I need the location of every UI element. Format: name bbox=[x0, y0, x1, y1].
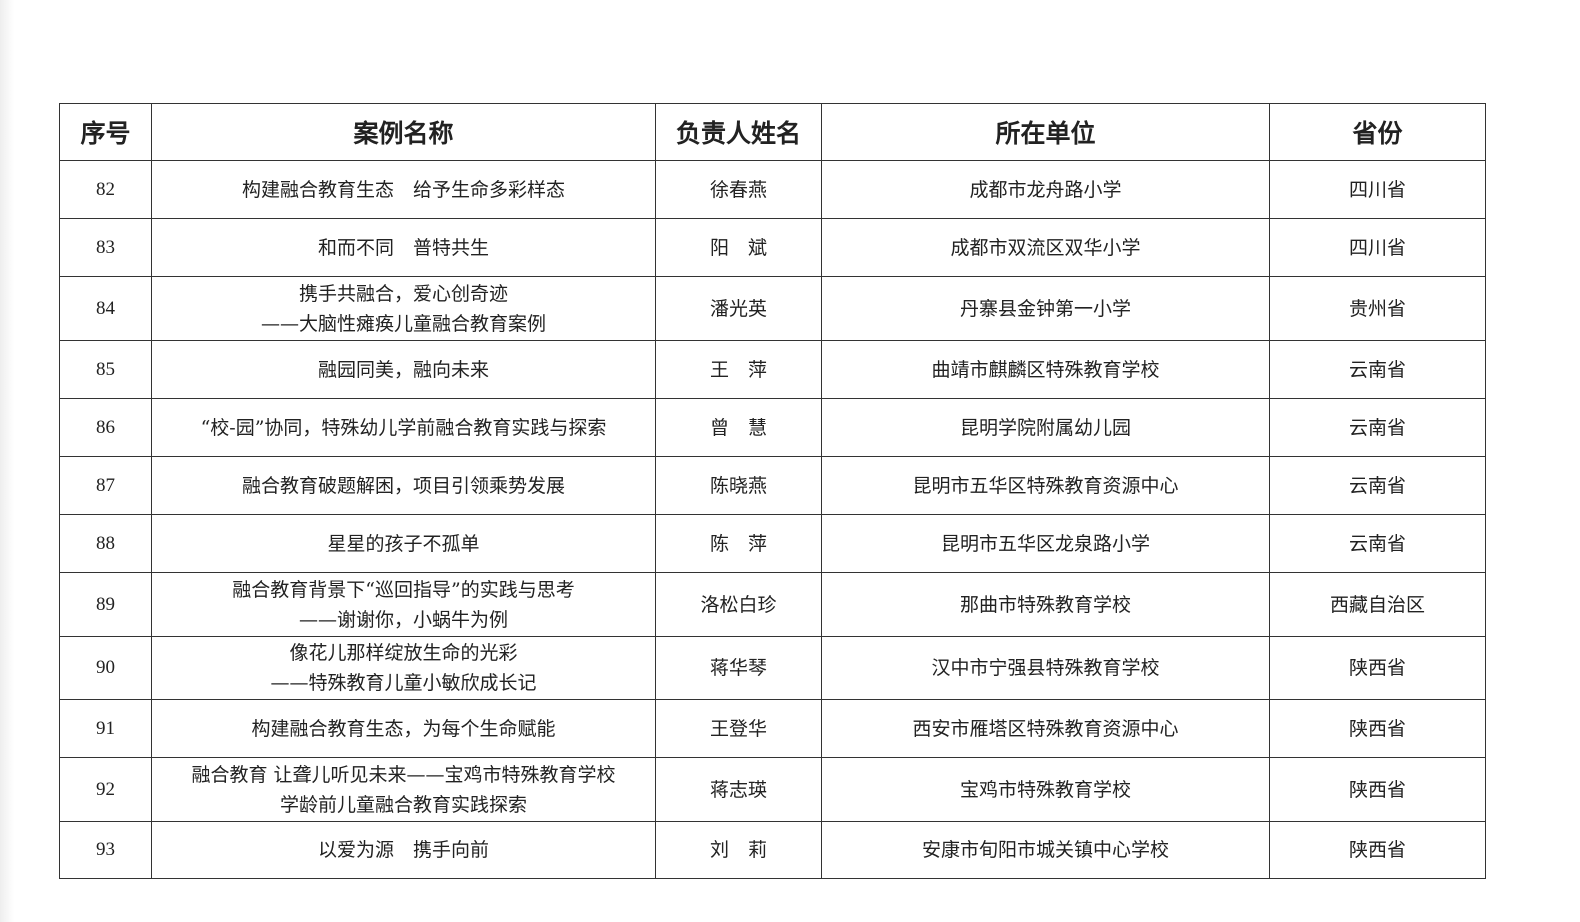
cell-province: 云南省 bbox=[1269, 340, 1486, 399]
cell-unit: 昆明市五华区龙泉路小学 bbox=[821, 514, 1270, 573]
cell-province: 云南省 bbox=[1269, 456, 1486, 515]
cell-number: 89 bbox=[59, 572, 152, 637]
cell-case-name: “校-园”协同，特殊幼儿学前融合教育实践与探索 bbox=[151, 398, 656, 457]
cell-province: 陕西省 bbox=[1269, 636, 1486, 700]
case-name-line: ——谢谢你，小蜗牛为例 bbox=[298, 608, 508, 631]
table-row: 92 融合教育 让聋儿听见未来——宝鸡市特殊教育学校 学龄前儿童融合教育实践探索 蒋志… bbox=[59, 757, 1486, 822]
cell-unit: 汉中市宁强县特殊教育学校 bbox=[821, 636, 1270, 700]
cell-province: 陕西省 bbox=[1269, 757, 1486, 822]
case-name-line: ——特殊教育儿童小敏欣成长记 bbox=[270, 672, 537, 694]
cell-province: 四川省 bbox=[1269, 218, 1486, 277]
case-name-line: 融合教育破题解困，项目引领乘势发展 bbox=[241, 474, 565, 497]
cell-province: 云南省 bbox=[1269, 514, 1486, 573]
cell-number: 91 bbox=[59, 699, 152, 758]
cell-case-name: 像花儿那样绽放生命的光彩 ——特殊教育儿童小敏欣成长记 bbox=[151, 636, 656, 700]
cell-person: 陈 萍 bbox=[655, 514, 822, 573]
cell-case-name: 星星的孩子不孤单 bbox=[151, 514, 656, 573]
table-row: 87 融合教育破题解困，项目引领乘势发展 陈晓燕 昆明市五华区特殊教育资源中心 云南省 bbox=[59, 456, 1486, 515]
cell-number: 86 bbox=[59, 398, 152, 457]
cell-number: 93 bbox=[59, 821, 152, 879]
table-row: 91 构建融合教育生态，为每个生命赋能 王登华 西安市雁塔区特殊教育资源中心 陕西省 bbox=[59, 699, 1486, 758]
table-row: 90 像花儿那样绽放生命的光彩 ——特殊教育儿童小敏欣成长记 蒋华琴 汉中市宁强县特殊教… bbox=[59, 636, 1486, 700]
cell-unit: 那曲市特殊教育学校 bbox=[821, 572, 1270, 637]
cell-unit: 曲靖市麒麟区特殊教育学校 bbox=[821, 340, 1270, 399]
cell-unit: 成都市双流区双华小学 bbox=[821, 218, 1270, 277]
cell-province: 贵州省 bbox=[1269, 276, 1486, 341]
cell-unit: 昆明市五华区特殊教育资源中心 bbox=[821, 456, 1270, 515]
cell-person: 王登华 bbox=[655, 699, 822, 758]
cell-province: 云南省 bbox=[1269, 398, 1486, 457]
cell-province: 西藏自治区 bbox=[1269, 572, 1486, 637]
cell-unit: 丹寨县金钟第一小学 bbox=[821, 276, 1270, 341]
case-name-line: 融园同美，融向未来 bbox=[317, 358, 489, 381]
cell-number: 84 bbox=[59, 276, 152, 341]
case-list-table: 序号 案例名称 负责人姓名 所在单位 省份 82 构建融合教育生态 给予生命多彩样… bbox=[59, 103, 1486, 879]
page-edge-shadow bbox=[0, 0, 14, 922]
cell-case-name: 融合教育 让聋儿听见未来——宝鸡市特殊教育学校 学龄前儿童融合教育实践探索 bbox=[151, 757, 656, 822]
cell-number: 83 bbox=[59, 218, 152, 277]
cell-case-name: 融园同美，融向未来 bbox=[151, 340, 656, 399]
cell-number: 82 bbox=[59, 160, 152, 219]
cell-unit: 昆明学院附属幼儿园 bbox=[821, 398, 1270, 457]
case-name-line: 融合教育背景下“巡回指导”的实践与思考 bbox=[232, 578, 575, 601]
cell-number: 85 bbox=[59, 340, 152, 399]
table-row: 89 融合教育背景下“巡回指导”的实践与思考 ——谢谢你，小蜗牛为例 洛松白珍 那曲市特… bbox=[59, 572, 1486, 637]
cell-case-name: 融合教育破题解困，项目引领乘势发展 bbox=[151, 456, 656, 515]
case-name-line: 融合教育 让聋儿听见未来——宝鸡市特殊教育学校 bbox=[191, 763, 616, 786]
header-number: 序号 bbox=[59, 103, 152, 161]
case-name-line: 携手共融合，爱心创奇迹 bbox=[298, 282, 508, 305]
case-name-line: 星星的孩子不孤单 bbox=[327, 532, 480, 555]
table-row: 85 融园同美，融向未来 王 萍曲靖市麒麟区特殊教育学校 云南省 bbox=[59, 340, 1486, 399]
cell-case-name: 构建融合教育生态 给予生命多彩样态 bbox=[151, 160, 656, 219]
cell-case-name: 和而不同 普特共生 bbox=[151, 218, 656, 277]
cell-unit: 西安市雁塔区特殊教育资源中心 bbox=[821, 699, 1270, 758]
case-name-line: 和而不同 普特共生 bbox=[317, 236, 489, 259]
cell-person: 徐春燕 bbox=[655, 160, 822, 219]
cell-person: 蒋华琴 bbox=[655, 636, 822, 700]
cell-province: 陕西省 bbox=[1269, 821, 1486, 879]
table-row: 86 “校-园”协同，特殊幼儿学前融合教育实践与探索 曾 慧昆明学院附属幼儿园 云南省 bbox=[59, 398, 1486, 457]
table-row: 88 星星的孩子不孤单 陈 萍昆明市五华区龙泉路小学 云南省 bbox=[59, 514, 1486, 573]
cell-person: 王 萍 bbox=[655, 340, 822, 399]
header-case-name: 案例名称 bbox=[151, 103, 656, 161]
cell-unit: 宝鸡市特殊教育学校 bbox=[821, 757, 1270, 822]
cell-person: 蒋志瑛 bbox=[655, 757, 822, 822]
table-row: 93 以爱为源 携手向前 刘 莉安康市旬阳市城关镇中心学校 陕西省 bbox=[59, 821, 1486, 879]
cell-province: 陕西省 bbox=[1269, 699, 1486, 758]
cell-unit: 安康市旬阳市城关镇中心学校 bbox=[821, 821, 1270, 879]
case-name-line: ——大脑性瘫痪儿童融合教育案例 bbox=[260, 312, 546, 335]
header-province: 省份 bbox=[1269, 103, 1486, 161]
cell-province: 四川省 bbox=[1269, 160, 1486, 219]
cell-number: 90 bbox=[59, 636, 152, 700]
cell-number: 88 bbox=[59, 514, 152, 573]
case-name-line: 以爱为源 携手向前 bbox=[317, 839, 489, 861]
cell-unit: 成都市龙舟路小学 bbox=[821, 160, 1270, 219]
cell-person: 洛松白珍 bbox=[655, 572, 822, 637]
cell-person: 阳 斌 bbox=[655, 218, 822, 277]
cell-person: 潘光英 bbox=[655, 276, 822, 341]
cell-case-name: 携手共融合，爱心创奇迹 ——大脑性瘫痪儿童融合教育案例 bbox=[151, 276, 656, 341]
cell-case-name: 融合教育背景下“巡回指导”的实践与思考 ——谢谢你，小蜗牛为例 bbox=[151, 572, 656, 637]
header-unit: 所在单位 bbox=[821, 103, 1270, 161]
cell-person: 刘 莉 bbox=[655, 821, 822, 879]
table-row: 83 和而不同 普特共生 阳 斌成都市双流区双华小学 四川省 bbox=[59, 218, 1486, 277]
case-name-line: 学龄前儿童融合教育实践探索 bbox=[279, 793, 527, 816]
case-name-line: 构建融合教育生态 给予生命多彩样态 bbox=[241, 178, 565, 201]
table-row: 82 构建融合教育生态 给予生命多彩样态 徐春燕 成都市龙舟路小学 四川省 bbox=[59, 160, 1486, 219]
cell-number: 87 bbox=[59, 456, 152, 515]
case-name-line: 像花儿那样绽放生命的光彩 bbox=[289, 642, 518, 664]
case-name-line: 构建融合教育生态，为每个生命赋能 bbox=[251, 717, 556, 740]
cell-case-name: 以爱为源 携手向前 bbox=[151, 821, 656, 879]
case-name-line: “校-园”协同，特殊幼儿学前融合教育实践与探索 bbox=[200, 416, 607, 439]
table-row: 84 携手共融合，爱心创奇迹 ——大脑性瘫痪儿童融合教育案例 潘光英 丹寨县金钟第一小学… bbox=[59, 276, 1486, 341]
table-header-row: 序号 案例名称 负责人姓名 所在单位 省份 bbox=[59, 103, 1486, 161]
header-person: 负责人姓名 bbox=[655, 103, 822, 161]
cell-number: 92 bbox=[59, 757, 152, 822]
cell-person: 曾 慧 bbox=[655, 398, 822, 457]
cell-case-name: 构建融合教育生态，为每个生命赋能 bbox=[151, 699, 656, 758]
cell-person: 陈晓燕 bbox=[655, 456, 822, 515]
